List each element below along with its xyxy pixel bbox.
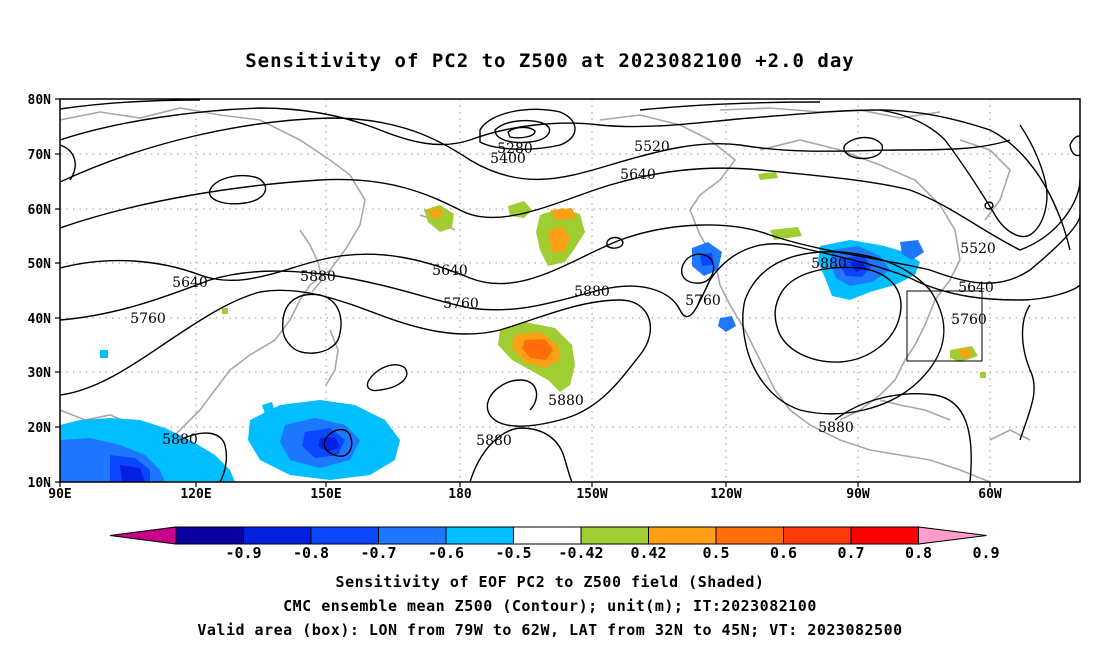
colorbar-label: -0.42 <box>558 544 603 562</box>
colorbar-label: 0.8 <box>905 544 932 562</box>
colorbar-label: 0.9 <box>972 544 999 562</box>
contour-label: 5880 <box>818 420 854 436</box>
lon-tick-label: 180 <box>448 487 472 502</box>
contour-label: 5880 <box>548 393 584 409</box>
colorbar-swatch <box>783 526 852 545</box>
latitude-labels: 80N 70N 60N 50N 40N 30N 20N 10N <box>28 93 52 491</box>
longitude-labels: 90E 120E 150E 180 150W 120W 90W 60W <box>48 487 1002 502</box>
contour-label: 5880 <box>811 256 847 272</box>
contour-label: 5760 <box>951 312 987 328</box>
contour-label: 5760 <box>130 311 166 327</box>
contour-label: 5520 <box>634 139 670 155</box>
contour-label: 5880 <box>300 269 336 285</box>
lat-tick-label: 40N <box>28 312 52 327</box>
map-title: Sensitivity of PC2 to Z500 at 2023082100… <box>245 50 855 72</box>
colorbar-label: 0.7 <box>837 544 864 562</box>
colorbar-swatch <box>648 526 717 545</box>
colorbar-swatch <box>445 526 514 545</box>
axis-ticks <box>55 98 991 487</box>
colorbar-label: 0.5 <box>702 544 729 562</box>
lon-tick-label: 90W <box>846 487 870 502</box>
contour-label: 5760 <box>443 296 479 312</box>
lon-tick-label: 120E <box>180 487 211 502</box>
lat-tick-label: 30N <box>28 366 52 381</box>
colorbar-arrow-low <box>109 526 177 545</box>
colorbar: -0.9 -0.8 -0.7 -0.6 -0.5 -0.42 0.42 0.5 0.6 0.7 0.… <box>109 526 1000 562</box>
colorbar-swatch <box>243 526 312 545</box>
contour-label: 5640 <box>172 275 208 291</box>
colorbar-label: -0.8 <box>293 544 329 562</box>
gridlines <box>60 99 1080 482</box>
shaded-sensitivity <box>60 172 986 482</box>
lat-tick-label: 10N <box>28 476 52 491</box>
contour-label: 5640 <box>958 280 994 296</box>
colorbar-swatch <box>850 526 919 545</box>
colorbar-arrow-high <box>918 526 987 545</box>
z500-contours <box>60 99 1080 482</box>
contour-label: 5880 <box>574 284 610 300</box>
contour-label: 5640 <box>620 167 656 183</box>
lat-tick-label: 50N <box>28 257 52 272</box>
lon-tick-label: 60W <box>978 487 1002 502</box>
colorbar-label: -0.5 <box>495 544 531 562</box>
colorbar-label: 0.42 <box>630 544 666 562</box>
contour-label: 5400 <box>490 151 526 167</box>
lat-tick-label: 20N <box>28 421 52 436</box>
contour-label: 5640 <box>432 263 468 279</box>
contour-label: 5520 <box>960 241 996 257</box>
contour-label: 5880 <box>162 432 198 448</box>
colorbar-label: -0.9 <box>225 544 261 562</box>
caption-shading: Sensitivity of EOF PC2 to Z500 field (Sh… <box>335 573 765 591</box>
contour-label-group: 5280 5400 5520 5640 5640 5640 5760 5760 … <box>130 139 996 449</box>
lat-tick-label: 70N <box>28 148 52 163</box>
colorbar-swatch <box>513 526 582 545</box>
lat-tick-label: 80N <box>28 93 52 108</box>
colorbar-label: -0.7 <box>360 544 396 562</box>
lon-tick-label: 120W <box>710 487 741 502</box>
valid-area-box <box>906 290 983 362</box>
colorbar-swatch <box>715 526 784 545</box>
contour-label: 5280 <box>497 141 533 157</box>
colorbar-label: -0.6 <box>428 544 464 562</box>
lon-tick-label: 150W <box>576 487 607 502</box>
lon-tick-label: 90E <box>48 487 71 502</box>
lat-tick-label: 60N <box>28 203 52 218</box>
colorbar-swatch <box>378 526 447 545</box>
colorbar-swatch <box>580 526 649 545</box>
plot-border <box>59 98 1081 483</box>
contour-label: 5760 <box>685 293 721 309</box>
caption-contour: CMC ensemble mean Z500 (Contour); unit(m… <box>283 597 817 615</box>
colorbar-label: 0.6 <box>770 544 797 562</box>
colorbar-swatch <box>310 526 379 545</box>
contour-label: 5880 <box>476 433 512 449</box>
lon-tick-label: 150E <box>310 487 341 502</box>
caption-valid-area: Valid area (box): LON from 79W to 62W, L… <box>197 621 903 639</box>
colorbar-swatch <box>175 526 244 545</box>
